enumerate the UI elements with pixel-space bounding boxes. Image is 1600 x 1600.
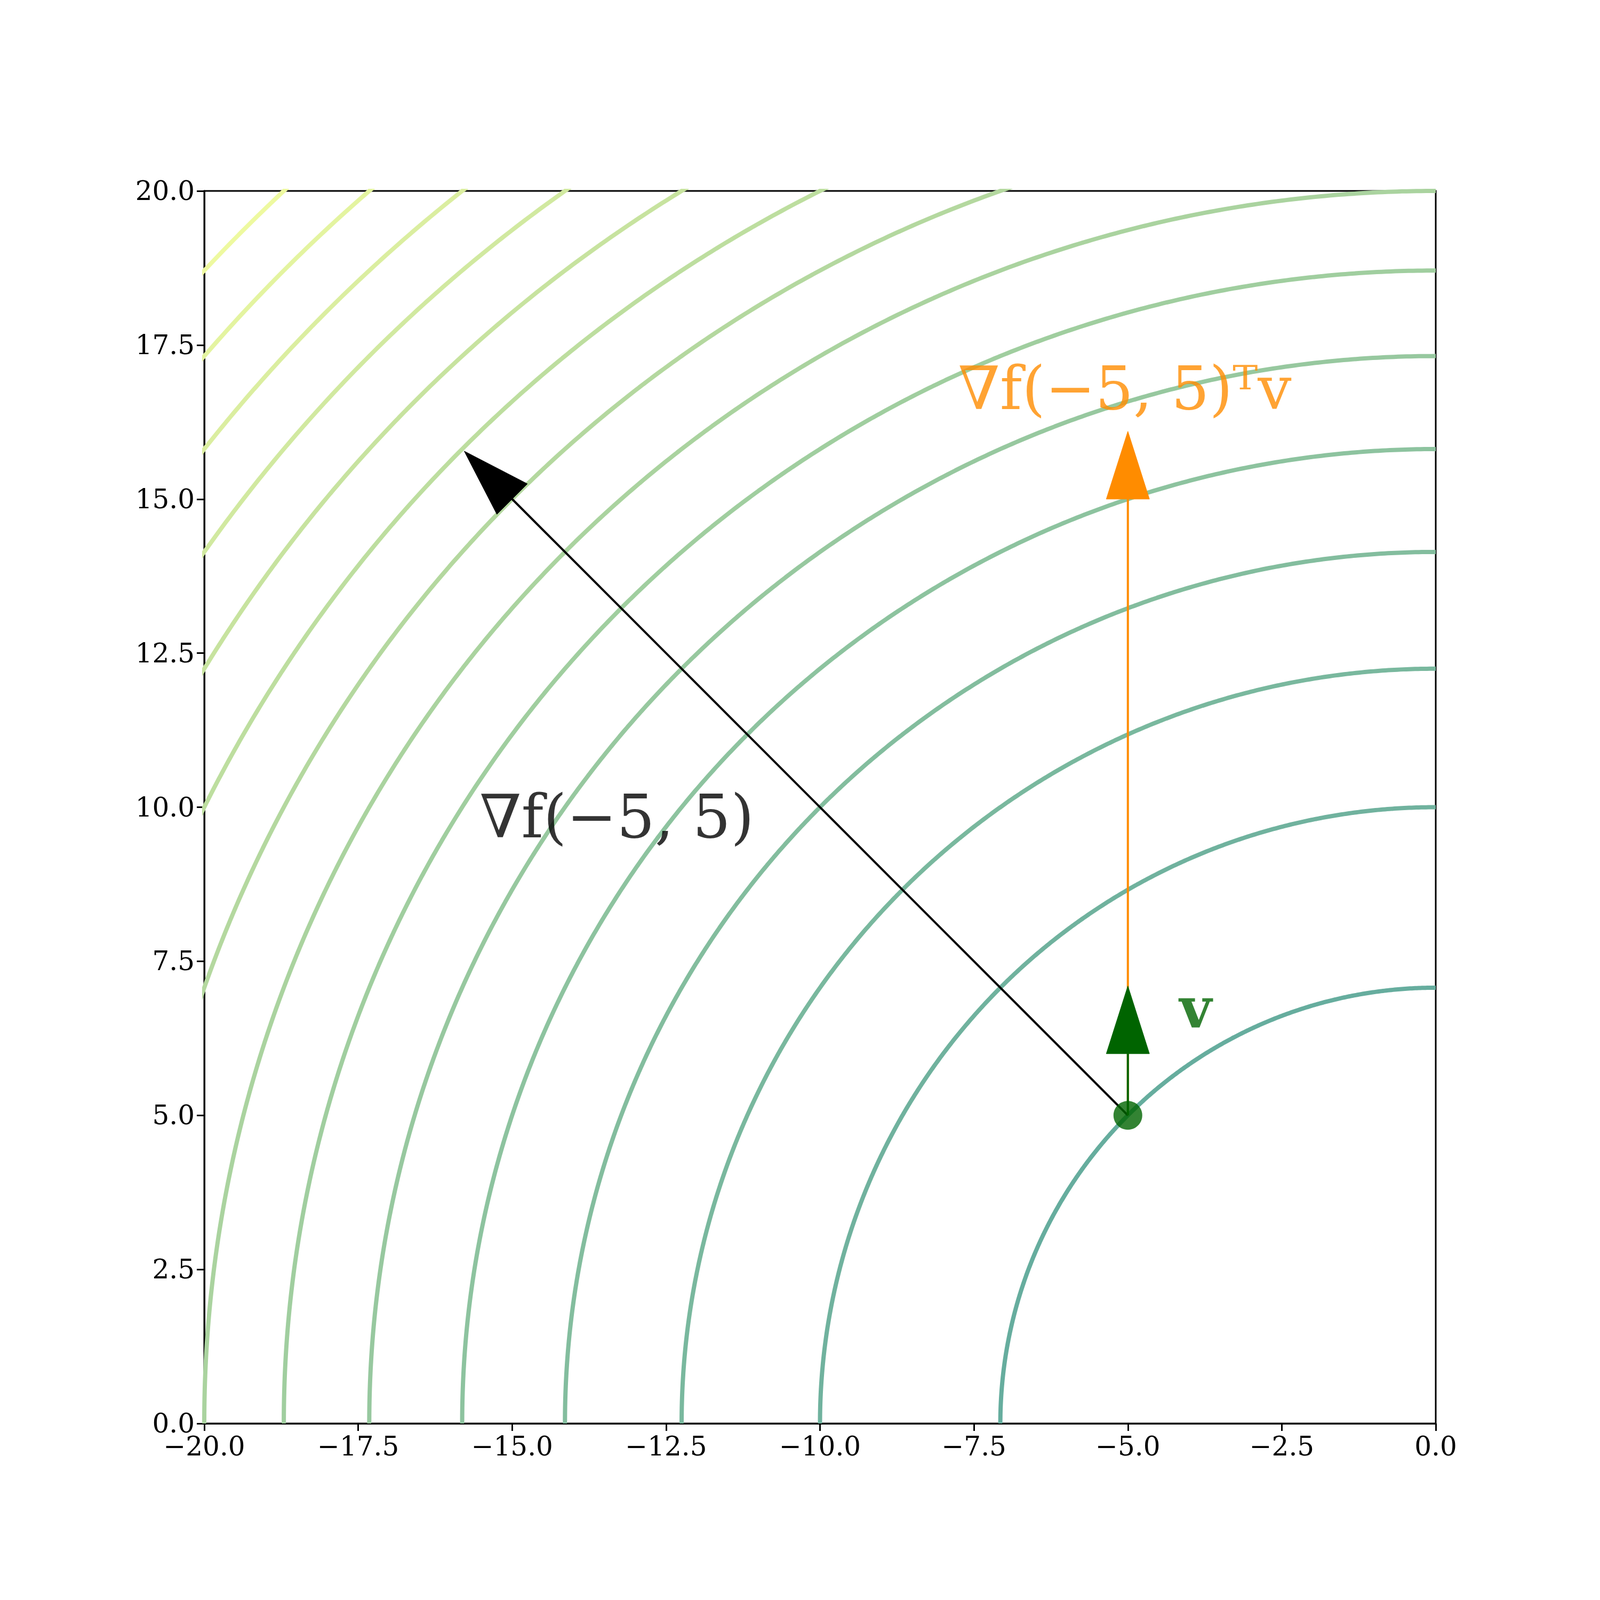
svg-text:−7.5: −7.5 xyxy=(941,1430,1006,1462)
svg-text:−15.0: −15.0 xyxy=(471,1430,554,1462)
svg-text:−10.0: −10.0 xyxy=(779,1430,861,1462)
svg-text:−5.0: −5.0 xyxy=(1095,1430,1160,1462)
svg-text:15.0: 15.0 xyxy=(135,483,195,515)
svg-text:12.5: 12.5 xyxy=(135,637,195,669)
svg-text:20.0: 20.0 xyxy=(135,175,195,207)
svg-text:−20.0: −20.0 xyxy=(163,1430,245,1462)
svg-text:5.0: 5.0 xyxy=(152,1099,195,1131)
svg-text:−2.5: −2.5 xyxy=(1249,1430,1315,1462)
svg-text:10.0: 10.0 xyxy=(135,792,195,823)
svg-text:0.0: 0.0 xyxy=(152,1408,195,1439)
svg-text:v: v xyxy=(1178,974,1214,1041)
svg-text:−12.5: −12.5 xyxy=(625,1430,707,1462)
svg-text:7.5: 7.5 xyxy=(152,945,195,977)
svg-text:0.0: 0.0 xyxy=(1414,1430,1458,1462)
svg-text:17.5: 17.5 xyxy=(135,329,195,361)
svg-text:∇f(−5, 5)ᵀv: ∇f(−5, 5)ᵀv xyxy=(958,353,1292,423)
svg-text:∇f(−5, 5): ∇f(−5, 5) xyxy=(479,781,755,852)
svg-text:−17.5: −17.5 xyxy=(317,1430,399,1462)
svg-text:2.5: 2.5 xyxy=(152,1253,195,1285)
